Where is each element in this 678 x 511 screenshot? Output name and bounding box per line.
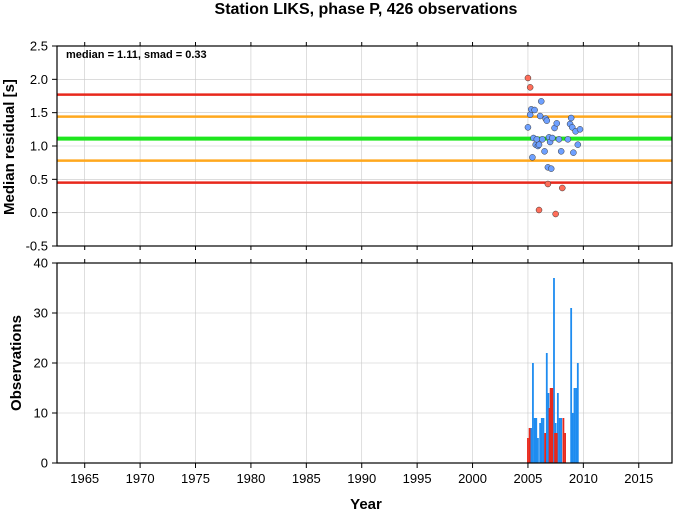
observations-y-ticks: 0 10 20 30 40 [34,256,57,471]
histogram-bar [530,428,533,463]
x-tick-label: 1990 [347,471,376,486]
histogram-bar [553,278,555,463]
y-tick-label: 20 [34,356,48,371]
histogram-bar [556,393,559,463]
histogram-bar [548,408,551,463]
data-point [564,136,572,143]
residual-panel: -0.5 0.0 0.5 1.0 1.5 2.0 2.5 median = 1.11, sm… [1,39,673,254]
histogram-bar [527,438,529,463]
residual-y-ticks: -0.5 0.0 0.5 1.0 1.5 2.0 2.5 [26,39,640,254]
histogram-bar [547,393,550,463]
data-point [570,149,577,156]
residual-annotation: median = 1.11, smad = 0.33 [66,49,207,61]
data-point [544,180,552,188]
histogram-bar [528,428,531,463]
data-point [576,126,584,133]
histogram-bar [576,363,579,463]
data-point [537,98,545,105]
y-tick-label: 2.0 [30,72,48,87]
histogram-bar [562,418,565,463]
data-point [541,148,548,155]
data-point [526,84,534,91]
histogram-bar [571,413,574,463]
x-tick-label: 2005 [513,471,542,486]
histogram-bar [558,418,561,463]
data-point [539,136,546,143]
histogram-bar [551,388,554,463]
data-point [535,206,543,214]
residual-reference-lines [57,93,672,184]
x-tick-label: 1975 [181,471,210,486]
y-tick-label: 40 [34,256,48,271]
x-tick-label: 2015 [624,471,653,486]
observations-panel: 0 10 20 30 40 1965 1970 1975 1980 1985 1990 1995 20… [8,256,673,511]
histogram-bar [554,433,556,463]
histogram-bar [549,388,552,463]
data-point [567,114,575,122]
y-tick-label: -0.5 [26,239,48,254]
histogram-bar [555,433,558,463]
data-point [543,117,551,124]
residual-y-axis-label: Median residual [s] [1,79,18,215]
y-tick-label: 0.5 [30,172,48,187]
chart-title: Station LIKS, phase P, 426 observations [215,1,518,18]
residual-points [524,74,584,218]
data-point [547,165,555,172]
histogram-bar [570,308,573,463]
data-point [535,141,543,148]
data-point [531,106,538,114]
histogram-bar [537,438,539,463]
histogram-bar [545,353,548,463]
data-point [526,111,534,118]
histogram-bar [564,433,566,463]
y-tick-label: 1.5 [30,105,48,120]
y-tick-label: 2.5 [30,39,48,54]
x-tick-label: 1970 [126,471,155,486]
data-point [553,120,561,127]
data-point [549,134,556,142]
histogram-bar [560,418,563,463]
data-point [574,141,582,148]
x-tick-label: 2010 [569,471,598,486]
x-tick-label: 1980 [236,471,265,486]
data-point [524,124,532,131]
data-point [536,112,544,120]
y-tick-label: 30 [34,306,48,321]
histogram-bar [544,433,547,463]
data-point [524,74,532,82]
data-point [559,184,566,192]
histogram-bar [575,388,578,463]
y-tick-label: 0.0 [30,205,48,220]
observations-x-ticks: 1965 1970 1975 1980 1985 1990 1995 2000 2005 2010… [70,259,653,486]
observations-y-axis-label: Observations [8,315,25,411]
observations-gridlines [57,262,672,464]
data-point [557,148,565,155]
data-point [555,136,563,143]
y-tick-label: 1.0 [30,139,48,154]
histogram-bar [533,418,536,463]
y-tick-label: 0 [41,456,48,471]
histogram-bar [542,418,545,463]
histogram-bar [535,418,538,463]
histogram-bar [540,418,543,463]
x-axis-label: Year [350,496,382,511]
histogram-bar [539,423,542,463]
data-point [552,210,559,218]
histogram-bar [573,388,576,463]
data-point [529,154,536,161]
x-tick-label: 2000 [458,471,487,486]
x-tick-label: 1965 [70,471,99,486]
histogram-bar [532,363,534,463]
x-tick-label: 1985 [292,471,321,486]
y-tick-label: 10 [34,406,48,421]
x-tick-label: 1995 [403,471,432,486]
observations-bars [527,278,579,463]
